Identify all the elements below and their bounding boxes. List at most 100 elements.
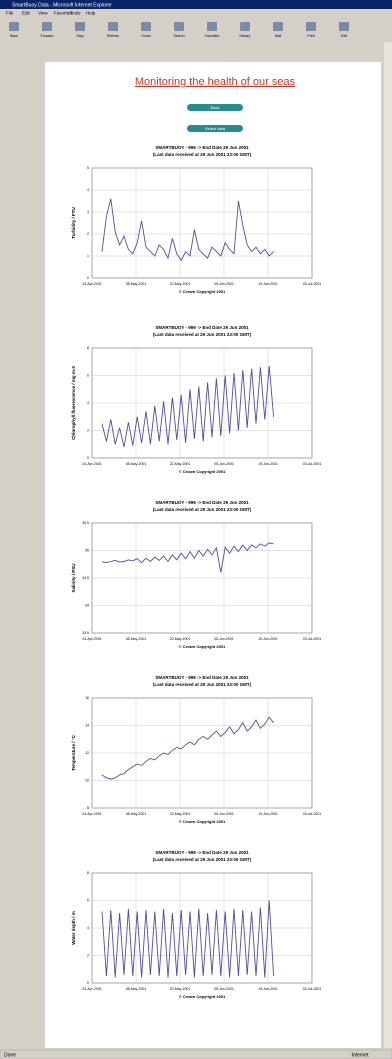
toolbar-icon[interactable] <box>273 22 283 31</box>
toolbar-label[interactable]: History <box>240 34 251 38</box>
chart-credit: © Crown Copyright 2001 <box>179 994 226 999</box>
y-tick-label: 6 <box>87 898 89 902</box>
toolbar-icon[interactable] <box>108 22 118 31</box>
x-tick-label: 05-Jun-2001 <box>214 282 234 286</box>
y-tick-label: 12 <box>85 751 89 755</box>
page-title: Monitoring the health of our seas <box>135 76 296 88</box>
y-tick-label: 0 <box>87 276 89 280</box>
toolbar-icon[interactable] <box>42 22 52 31</box>
x-tick-label: 03-Jul-2001 <box>303 462 322 466</box>
title-bar <box>0 0 392 9</box>
chart-title: (Last data received at 29 Jun 2001 23:00… <box>153 507 252 512</box>
y-tick-label: 3 <box>87 210 89 214</box>
plot-area <box>91 167 313 279</box>
y-tick-label: 10 <box>85 778 89 782</box>
toolbar-icon[interactable] <box>306 22 316 31</box>
y-tick-label: 2 <box>87 953 89 957</box>
toolbar-icon[interactable] <box>141 22 151 31</box>
x-tick-label: 24-Apr-2001 <box>82 282 102 286</box>
y-tick-label: 0 <box>87 981 89 985</box>
toolbar-icon[interactable] <box>75 22 85 31</box>
toolbar-label[interactable]: Search <box>173 34 184 38</box>
chart-credit: © Crown Copyright 2001 <box>179 819 226 824</box>
x-tick-label: 08-May-2001 <box>126 637 147 641</box>
x-tick-label: 24-Apr-2001 <box>82 812 102 816</box>
x-tick-label: 03-Jul-2001 <box>303 637 322 641</box>
data-line <box>101 542 274 573</box>
y-tick-label: 1 <box>87 254 89 258</box>
y-tick-label: 2 <box>87 428 89 432</box>
status-bar <box>0 1049 392 1059</box>
x-tick-label: 22-May-2001 <box>170 637 191 641</box>
toolbar-label[interactable]: Stop <box>76 34 83 38</box>
x-tick-label: 08-May-2001 <box>126 462 147 466</box>
toolbar-icon[interactable] <box>207 22 217 31</box>
data-line <box>101 198 274 262</box>
x-tick-label: 05-Jun-2001 <box>214 462 234 466</box>
y-tick-label: 35 <box>85 548 89 552</box>
x-tick-label: 05-Jun-2001 <box>214 637 234 641</box>
menu-item[interactable]: Favorites <box>54 11 73 16</box>
y-axis-label: Temperature / °C <box>71 734 76 770</box>
scrollbar[interactable] <box>384 42 392 1048</box>
chart-title: (Last data received at 29 Jun 2001 23:00… <box>153 682 252 687</box>
x-tick-label: 24-Apr-2001 <box>82 637 102 641</box>
x-tick-label: 22-May-2001 <box>170 812 191 816</box>
x-tick-label: 19-Jun-2001 <box>258 987 278 991</box>
x-tick-label: 22-May-2001 <box>170 987 191 991</box>
toolbar-label[interactable]: Edit <box>341 34 347 38</box>
y-tick-label: 4 <box>87 401 89 405</box>
nav-button[interactable] <box>187 125 243 132</box>
menu-item[interactable]: Help <box>86 11 96 16</box>
y-tick-label: 14 <box>85 723 89 727</box>
toolbar-label[interactable]: Refresh <box>107 34 119 38</box>
y-tick-label: 0 <box>87 456 89 460</box>
menu-item[interactable]: File <box>6 11 14 16</box>
x-tick-label: 05-Jun-2001 <box>214 812 234 816</box>
toolbar-icon[interactable] <box>174 22 184 31</box>
data-line <box>101 900 275 978</box>
y-tick-label: 4 <box>87 188 89 192</box>
toolbar-icon[interactable] <box>240 22 250 31</box>
menu-item[interactable]: Edit <box>22 11 31 16</box>
menu-item[interactable]: View <box>38 11 48 16</box>
data-line <box>101 365 275 448</box>
toolbar-label[interactable]: Mail <box>275 34 282 38</box>
y-axis-label: Salinity / PSU <box>71 563 76 592</box>
x-tick-label: 24-Apr-2001 <box>82 987 102 991</box>
nav-button[interactable] <box>187 104 243 111</box>
y-tick-label: 8 <box>87 346 89 350</box>
x-tick-label: 03-Jul-2001 <box>303 282 322 286</box>
chart-credit: © Crown Copyright 2001 <box>179 469 226 474</box>
y-tick-label: 6 <box>87 373 89 377</box>
x-tick-label: 05-Jun-2001 <box>214 987 234 991</box>
chart-title: (Last data received at 29 Jun 2001 23:00… <box>153 152 252 157</box>
toolbar-label[interactable]: Print <box>307 34 314 38</box>
toolbar-label[interactable]: Home <box>141 34 150 38</box>
y-tick-label: 5 <box>87 166 89 170</box>
toolbar-label[interactable]: Forward <box>41 34 54 38</box>
chart-credit: © Crown Copyright 2001 <box>179 644 226 649</box>
x-tick-label: 24-Apr-2001 <box>82 462 102 466</box>
toolbar-icon[interactable] <box>9 22 19 31</box>
y-tick-label: 34 <box>85 603 89 607</box>
y-axis-label: Water depth / m <box>71 911 76 945</box>
nav-button-label[interactable]: Back <box>211 105 220 110</box>
x-tick-label: 22-May-2001 <box>170 282 191 286</box>
menu-item[interactable]: Tools <box>70 11 81 16</box>
chart-title: SMARTBUOY - 999 -> End Date 29 Jun 2001 <box>155 145 249 150</box>
toolbar-icon[interactable] <box>339 22 349 31</box>
y-tick-label: 2 <box>87 232 89 236</box>
toolbar-label[interactable]: Favorites <box>205 34 220 38</box>
chart-title: SMARTBUOY - 999 -> End Date 29 Jun 2001 <box>155 850 249 855</box>
y-tick-label: 8 <box>87 806 89 810</box>
y-axis-label: Chlorophyll fluorescence / mg m-3 <box>71 366 76 440</box>
y-tick-label: 35.5 <box>82 521 89 525</box>
x-tick-label: 03-Jul-2001 <box>303 812 322 816</box>
x-tick-label: 08-May-2001 <box>126 812 147 816</box>
chart-title: SMARTBUOY - 999 -> End Date 29 Jun 2001 <box>155 325 249 330</box>
nav-button-label[interactable]: Select data <box>205 126 226 131</box>
chart-title: (Last data received at 29 Jun 2001 23:00… <box>153 857 252 862</box>
toolbar-label[interactable]: Back <box>10 34 18 38</box>
